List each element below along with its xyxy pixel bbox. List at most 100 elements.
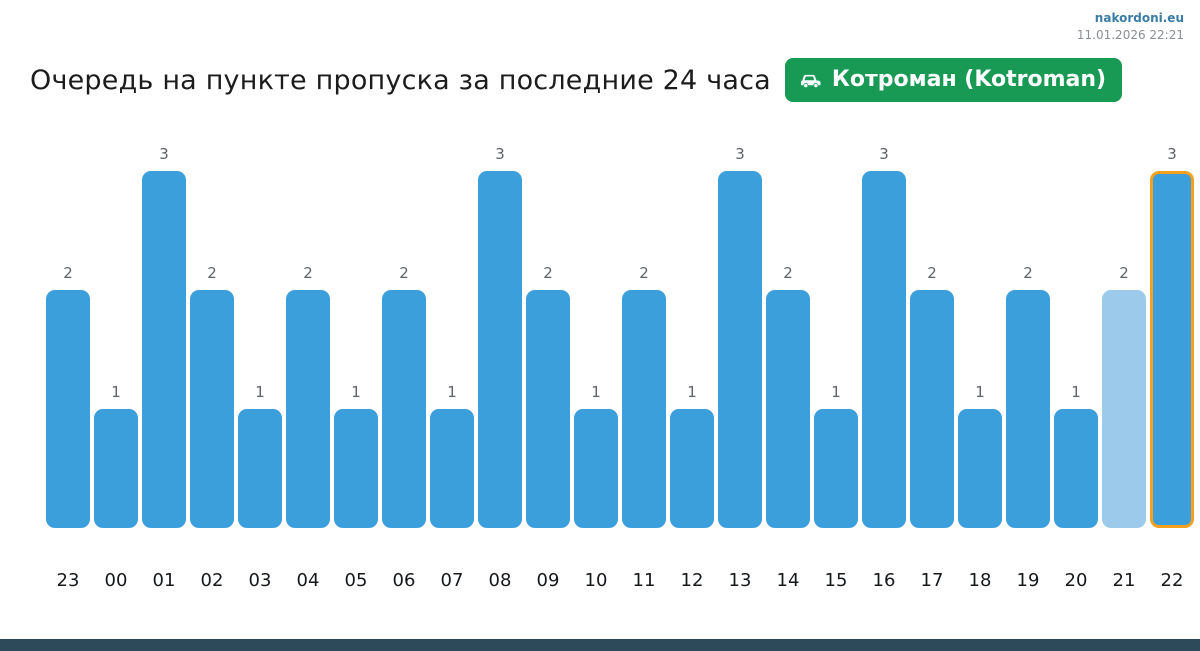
queue-bar-16[interactable] [862, 171, 906, 528]
bar-column: 2 04 [286, 144, 330, 592]
queue-bar-01[interactable] [142, 171, 186, 528]
queue-bar-12[interactable] [670, 409, 714, 528]
queue-bar-17[interactable] [910, 290, 954, 528]
queue-bar-14[interactable] [766, 290, 810, 528]
hour-label: 03 [248, 570, 272, 591]
hour-label: 16 [872, 570, 896, 591]
bar-value-label: 2 [1119, 264, 1129, 282]
footer-bar [0, 639, 1200, 651]
hour-label: 18 [968, 570, 992, 591]
hour-label: 06 [392, 570, 416, 591]
queue-bar-20[interactable] [1054, 409, 1098, 528]
checkpoint-badge-label: Котроман (Kotroman) [831, 67, 1107, 92]
queue-bar-08[interactable] [478, 171, 522, 528]
bar-value-label: 1 [111, 383, 121, 401]
hour-label: 17 [920, 570, 944, 591]
bar-value-label: 3 [879, 145, 889, 163]
bar-value-label: 2 [1023, 264, 1033, 282]
hour-label: 00 [104, 570, 128, 591]
hour-label: 01 [152, 570, 176, 591]
bar-column: 1 12 [670, 144, 714, 592]
bar-column: 1 10 [574, 144, 618, 592]
hour-label: 09 [536, 570, 560, 591]
bar-value-label: 1 [831, 383, 841, 401]
hour-label: 05 [344, 570, 368, 591]
queue-bar-02[interactable] [190, 290, 234, 528]
hour-label: 19 [1016, 570, 1040, 591]
car-icon [799, 68, 823, 92]
queue-bar-23[interactable] [46, 290, 90, 528]
hour-label: 04 [296, 570, 320, 591]
bar-column: 1 20 [1054, 144, 1098, 592]
hour-label: 14 [776, 570, 800, 591]
bar-value-label: 3 [735, 145, 745, 163]
queue-bar-06[interactable] [382, 290, 426, 528]
queue-bar-18[interactable] [958, 409, 1002, 528]
hour-label: 15 [824, 570, 848, 591]
bar-column: 1 15 [814, 144, 858, 592]
queue-bar-00[interactable] [94, 409, 138, 528]
hour-label: 08 [488, 570, 512, 591]
bar-column: 2 06 [382, 144, 426, 592]
bar-column: 2 09 [526, 144, 570, 592]
bar-column: 1 03 [238, 144, 282, 592]
bar-value-label: 2 [207, 264, 217, 282]
hour-label: 20 [1064, 570, 1088, 591]
bar-value-label: 3 [495, 145, 505, 163]
hour-label: 21 [1112, 570, 1136, 591]
site-link[interactable]: nakordoni.eu [1094, 11, 1184, 25]
bar-column: 1 07 [430, 144, 474, 592]
hour-label: 10 [584, 570, 608, 591]
bar-column: 1 00 [94, 144, 138, 592]
timestamp: 11.01.2026 22:21 [1076, 28, 1184, 43]
bar-value-label: 2 [927, 264, 937, 282]
bar-column: 3 08 [478, 144, 522, 592]
queue-bar-15[interactable] [814, 409, 858, 528]
queue-chart: 2 23 1 00 3 01 2 02 1 03 2 04 1 05 2 06 1 07 3 08 2 09 1 10 2 11 1… [46, 144, 1196, 592]
bar-column: 3 16 [862, 144, 906, 592]
bar-value-label: 2 [783, 264, 793, 282]
queue-bar-07[interactable] [430, 409, 474, 528]
bar-value-label: 2 [63, 264, 73, 282]
queue-bar-21[interactable] [1102, 290, 1146, 528]
queue-bar-22[interactable] [1150, 171, 1194, 528]
bar-value-label: 2 [399, 264, 409, 282]
site-info: nakordoni.eu 11.01.2026 22:21 [1077, 10, 1184, 45]
bar-column: 2 02 [190, 144, 234, 592]
bar-column: 1 18 [958, 144, 1002, 592]
hour-label: 23 [56, 570, 80, 591]
bar-value-label: 2 [543, 264, 553, 282]
checkpoint-badge[interactable]: Котроман (Kotroman) [784, 58, 1123, 102]
bar-column: 2 11 [622, 144, 666, 592]
bar-value-label: 2 [639, 264, 649, 282]
hour-label: 07 [440, 570, 464, 591]
bar-column: 3 01 [142, 144, 186, 592]
queue-bar-10[interactable] [574, 409, 618, 528]
queue-bar-04[interactable] [286, 290, 330, 528]
bar-column: 1 05 [334, 144, 378, 592]
bar-value-label: 1 [591, 383, 601, 401]
title-row: Очередь на пункте пропуска за последние … [30, 58, 1172, 102]
hour-label: 22 [1160, 570, 1184, 591]
queue-bar-19[interactable] [1006, 290, 1050, 528]
queue-bar-09[interactable] [526, 290, 570, 528]
queue-bar-11[interactable] [622, 290, 666, 528]
bar-column: 2 23 [46, 144, 90, 592]
bar-value-label: 1 [1071, 383, 1081, 401]
bar-value-label: 2 [303, 264, 313, 282]
queue-bar-13[interactable] [718, 171, 762, 528]
bar-column: 3 22 [1150, 144, 1194, 592]
queue-bar-05[interactable] [334, 409, 378, 528]
queue-bar-03[interactable] [238, 409, 282, 528]
bar-column: 2 19 [1006, 144, 1050, 592]
bar-value-label: 1 [975, 383, 985, 401]
bar-value-label: 3 [159, 145, 169, 163]
bar-value-label: 1 [255, 383, 265, 401]
bar-value-label: 1 [351, 383, 361, 401]
bar-column: 2 17 [910, 144, 954, 592]
bar-value-label: 1 [447, 383, 457, 401]
hour-label: 13 [728, 570, 752, 591]
hour-label: 12 [680, 570, 704, 591]
page-title: Очередь на пункте пропуска за последние … [30, 64, 771, 96]
